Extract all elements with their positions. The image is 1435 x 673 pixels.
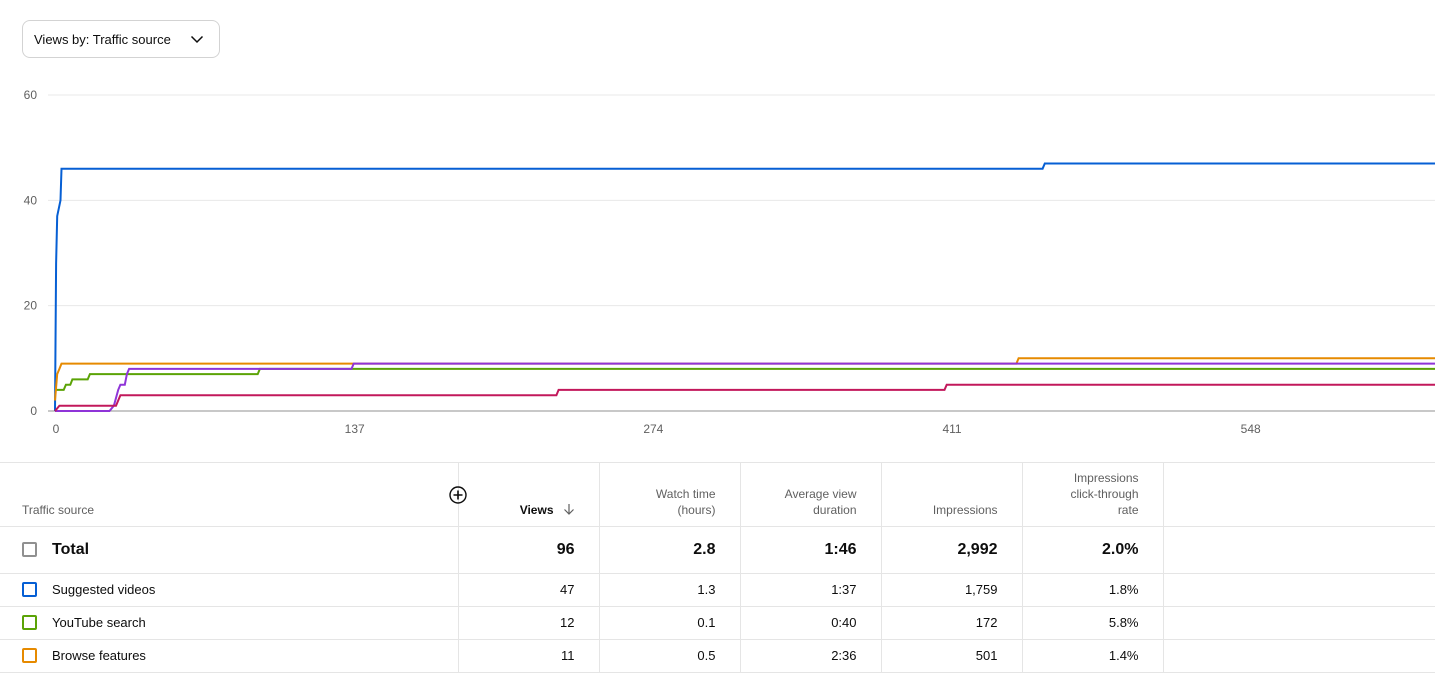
table-top-divider — [0, 462, 1435, 463]
row-avg-view-duration: 1:37 — [740, 573, 882, 607]
row-ctr: 1.8% — [1022, 573, 1164, 607]
series-line — [54, 383, 1435, 412]
row-spacer — [1163, 639, 1435, 673]
row-name-cell: Browse features — [0, 639, 459, 673]
traffic-source-table: Traffic source Views Watch time (hours) … — [0, 463, 1435, 673]
row-label: Suggested videos — [52, 582, 156, 597]
row-views: 12 — [458, 606, 600, 640]
views-by-dropdown[interactable]: Views by: Traffic source — [22, 20, 220, 58]
row-views: 47 — [458, 573, 600, 607]
row-spacer — [1163, 526, 1435, 574]
row-name-cell: Suggested videos — [0, 573, 459, 607]
row-label: YouTube search — [52, 615, 146, 630]
col-header-label: Impressions — [932, 502, 998, 517]
traffic-source-line-chart: 0 20 40 60 0 137 274 411 548 — [24, 88, 1435, 436]
row-watch-time: 1.3 — [599, 573, 741, 607]
table-row: YouTube search 12 0.1 0:40 172 5.8% — [0, 606, 1435, 640]
row-avg-view-duration: 2:36 — [740, 639, 882, 673]
series-line — [55, 362, 1435, 412]
row-watch-time: 0.5 — [599, 639, 741, 673]
row-impressions: 172 — [881, 606, 1023, 640]
row-views: 11 — [458, 639, 600, 673]
row-avg-view-duration: 0:40 — [740, 606, 882, 640]
col-header-label: Traffic source — [22, 502, 95, 517]
row-watch-time: 0.1 — [599, 606, 741, 640]
table-row-total: Total 96 2.8 1:46 2,992 2.0% — [0, 526, 1435, 574]
y-tick-label: 20 — [24, 299, 38, 313]
total-checkbox[interactable] — [22, 542, 37, 557]
row-impressions: 501 — [881, 639, 1023, 673]
col-header-traffic-source: Traffic source — [0, 463, 467, 527]
total-impressions: 2,992 — [881, 526, 1023, 574]
x-tick-label: 137 — [345, 422, 365, 436]
series-line — [54, 357, 1435, 401]
row-name-cell: Total — [0, 526, 459, 574]
table-header-row: Traffic source Views Watch time (hours) … — [0, 463, 1435, 527]
x-tick-label: 411 — [942, 422, 961, 436]
col-header-watch-time[interactable]: Watch time (hours) — [599, 463, 741, 527]
series-checkbox[interactable] — [22, 615, 37, 630]
series-checkbox[interactable] — [22, 648, 37, 663]
col-header-avg-view-duration[interactable]: Average view duration — [740, 463, 882, 527]
col-header-label: Views — [519, 502, 554, 517]
chevron-down-icon — [190, 35, 204, 44]
row-name-cell: YouTube search — [0, 606, 459, 640]
col-header-label: Average view duration — [784, 486, 857, 517]
total-views: 96 — [458, 526, 600, 574]
arrow-down-icon — [563, 503, 574, 515]
series-line — [54, 162, 1435, 412]
row-label: Total — [52, 540, 90, 558]
y-tick-label: 0 — [30, 404, 37, 418]
row-spacer — [1163, 606, 1435, 640]
x-tick-label: 274 — [643, 422, 663, 436]
y-tick-label: 40 — [24, 193, 38, 207]
row-ctr: 1.4% — [1022, 639, 1164, 673]
x-tick-label: 0 — [53, 422, 60, 436]
col-header-spacer — [1163, 463, 1435, 527]
row-ctr: 5.8% — [1022, 606, 1164, 640]
col-header-impressions[interactable]: Impressions — [881, 463, 1023, 527]
total-avg-view-duration: 1:46 — [740, 526, 882, 574]
dropdown-label: Views by: Traffic source — [34, 31, 171, 47]
total-watch-time: 2.8 — [599, 526, 741, 574]
table-row: Suggested videos 47 1.3 1:37 1,759 1.8% — [0, 573, 1435, 607]
row-label: Browse features — [52, 648, 146, 663]
table-row: Browse features 11 0.5 2:36 501 1.4% — [0, 639, 1435, 673]
total-ctr: 2.0% — [1022, 526, 1164, 574]
x-tick-label: 548 — [1241, 422, 1261, 436]
col-header-label: Impressions click-through rate — [1070, 470, 1139, 517]
col-header-views[interactable]: Views — [458, 463, 600, 527]
col-header-label: Watch time (hours) — [655, 486, 716, 517]
col-header-ctr[interactable]: Impressions click-through rate — [1022, 463, 1164, 527]
series-line — [55, 367, 1435, 391]
series-checkbox[interactable] — [22, 582, 37, 597]
y-tick-label: 60 — [24, 88, 38, 102]
row-spacer — [1163, 573, 1435, 607]
row-impressions: 1,759 — [881, 573, 1023, 607]
plus-circle-icon[interactable] — [448, 486, 467, 504]
